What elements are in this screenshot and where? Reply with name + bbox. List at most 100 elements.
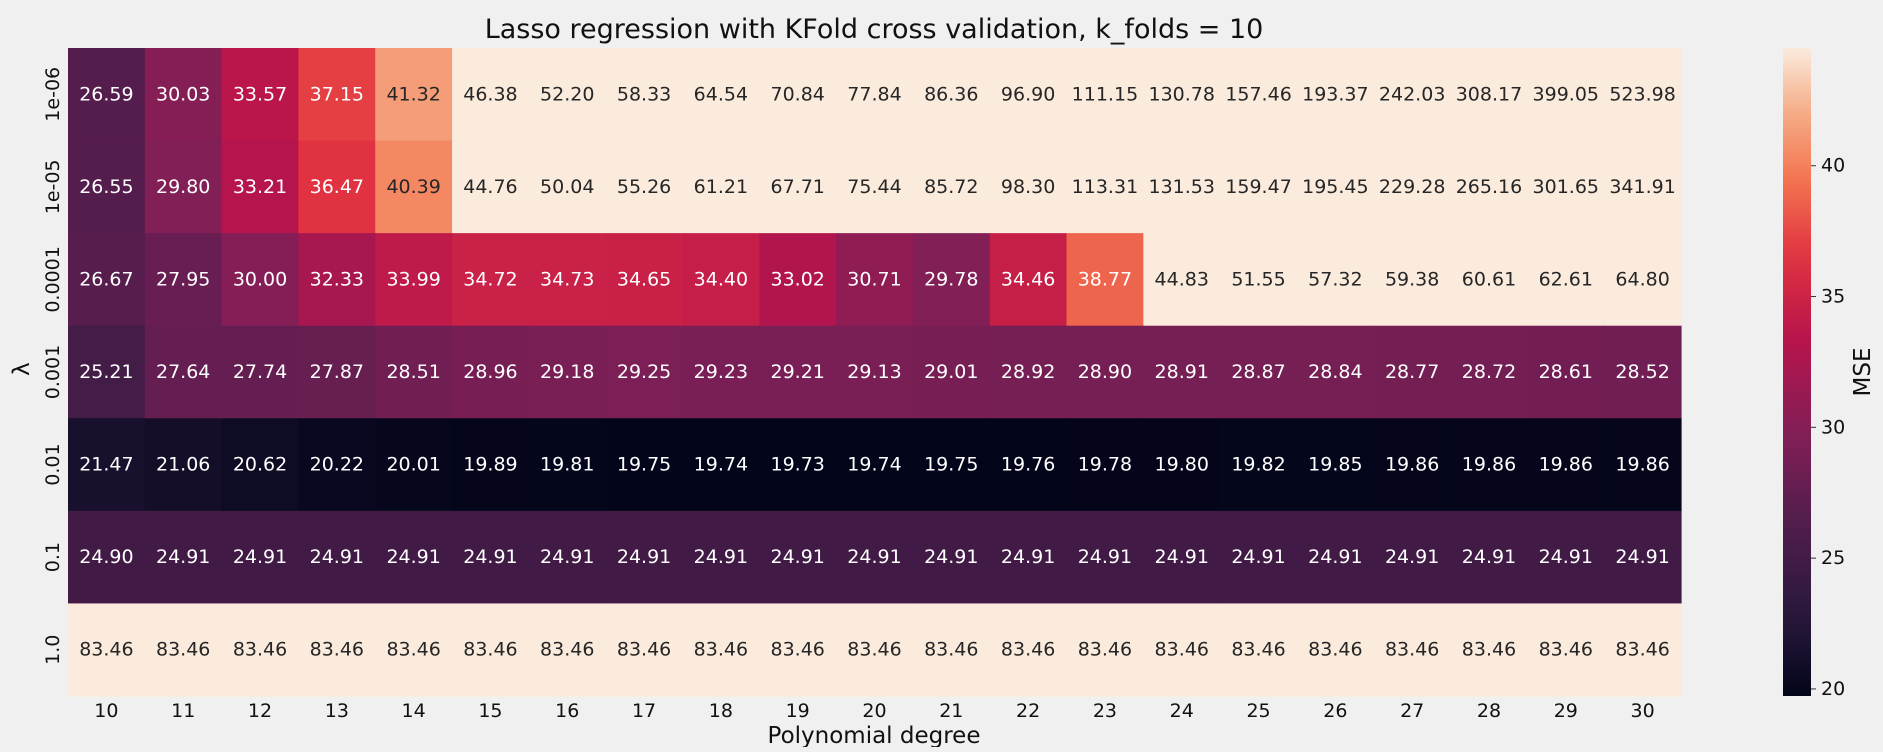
cell-value-label: 30.71 bbox=[847, 268, 901, 290]
heatmap-cell bbox=[221, 140, 300, 234]
cell-value-label: 33.57 bbox=[233, 83, 287, 105]
cell-value-label: 83.46 bbox=[310, 639, 364, 661]
x-tick-label: 16 bbox=[555, 700, 579, 722]
heatmap-cell bbox=[1604, 48, 1682, 142]
heatmap-cell bbox=[298, 48, 376, 142]
cell-value-label: 83.46 bbox=[770, 639, 824, 661]
cell-value-label: 26.67 bbox=[79, 268, 133, 290]
heatmap-cell bbox=[605, 233, 684, 327]
heatmap-cell bbox=[452, 233, 530, 327]
cell-value-label: 19.82 bbox=[1231, 454, 1285, 476]
x-tick-label: 25 bbox=[1246, 700, 1270, 722]
cell-value-label: 19.74 bbox=[847, 454, 901, 476]
cell-value-label: 19.86 bbox=[1539, 454, 1593, 476]
heatmap-cell bbox=[1527, 510, 1605, 605]
cell-value-label: 83.46 bbox=[463, 639, 517, 661]
heatmap-cell bbox=[1220, 48, 1298, 142]
cell-value-label: 34.73 bbox=[540, 268, 594, 290]
heatmap-cell bbox=[1604, 418, 1682, 512]
cell-value-label: 85.72 bbox=[924, 176, 978, 198]
heatmap-cell bbox=[528, 233, 607, 327]
heatmap-cell bbox=[298, 603, 376, 697]
cell-value-label: 34.40 bbox=[694, 268, 748, 290]
heatmap-cell bbox=[528, 603, 607, 697]
heatmap-cell bbox=[1450, 510, 1528, 605]
cell-value-label: 24.91 bbox=[540, 546, 594, 568]
x-tick-label: 24 bbox=[1170, 700, 1194, 722]
heatmap-cell bbox=[1527, 140, 1605, 234]
heatmap-cell bbox=[1450, 48, 1528, 142]
heatmap-cell bbox=[1143, 325, 1221, 419]
heatmap-cell bbox=[528, 325, 607, 419]
cell-value-label: 55.26 bbox=[617, 176, 671, 198]
heatmap-cell bbox=[989, 603, 1068, 697]
heatmap-cell bbox=[298, 233, 376, 327]
cell-value-label: 34.46 bbox=[1001, 268, 1055, 290]
cell-value-label: 24.91 bbox=[1308, 546, 1362, 568]
cell-value-label: 21.06 bbox=[156, 454, 210, 476]
cell-value-label: 24.91 bbox=[1462, 546, 1516, 568]
cell-value-label: 28.84 bbox=[1308, 361, 1362, 383]
x-tick-label: 19 bbox=[786, 700, 810, 722]
heatmap-cell bbox=[1143, 233, 1221, 327]
heatmap-cell bbox=[682, 510, 760, 605]
heatmap-cell bbox=[1143, 418, 1221, 512]
cell-value-label: 24.91 bbox=[1615, 546, 1669, 568]
heatmap-cell bbox=[682, 325, 760, 419]
heatmap-cell bbox=[1373, 603, 1452, 697]
cell-value-label: 83.46 bbox=[156, 639, 210, 661]
cell-value-label: 83.46 bbox=[1001, 639, 1055, 661]
heatmap-cell bbox=[989, 510, 1068, 605]
cell-value-label: 111.15 bbox=[1072, 83, 1138, 105]
cell-value-label: 33.21 bbox=[233, 176, 287, 198]
cell-value-label: 195.45 bbox=[1302, 176, 1368, 198]
cell-value-label: 24.91 bbox=[1155, 546, 1209, 568]
heatmap-cell bbox=[528, 418, 607, 512]
cell-value-label: 24.91 bbox=[924, 546, 978, 568]
cell-value-label: 24.91 bbox=[770, 546, 824, 568]
heatmap-cell bbox=[1527, 418, 1605, 512]
heatmap-cell bbox=[298, 510, 376, 605]
heatmap-cell bbox=[1450, 418, 1528, 512]
cell-value-label: 57.32 bbox=[1308, 268, 1362, 290]
x-tick-label: 29 bbox=[1554, 700, 1578, 722]
cell-value-label: 60.61 bbox=[1462, 268, 1516, 290]
x-tick-label: 28 bbox=[1477, 700, 1501, 722]
x-tick-label: 17 bbox=[632, 700, 656, 722]
heatmap-cell bbox=[682, 140, 760, 234]
cell-value-label: 61.21 bbox=[694, 176, 748, 198]
heatmap-cell bbox=[221, 603, 300, 697]
cell-value-label: 27.95 bbox=[156, 268, 210, 290]
heatmap-cell bbox=[1066, 510, 1144, 605]
y-tick-label: 0.001 bbox=[42, 345, 64, 399]
heatmap-cell bbox=[452, 603, 530, 697]
heatmap-cell bbox=[1296, 48, 1375, 142]
heatmap-cell bbox=[836, 325, 914, 419]
cell-value-label: 64.54 bbox=[694, 83, 748, 105]
cell-value-label: 33.99 bbox=[386, 268, 440, 290]
x-tick-label: 27 bbox=[1400, 700, 1424, 722]
x-tick-label: 15 bbox=[478, 700, 502, 722]
cell-value-label: 24.91 bbox=[617, 546, 671, 568]
x-tick-label: 14 bbox=[402, 700, 426, 722]
cell-value-label: 28.90 bbox=[1078, 361, 1132, 383]
x-tick-label: 21 bbox=[939, 700, 963, 722]
cell-value-label: 83.46 bbox=[847, 639, 901, 661]
heatmap-cell bbox=[221, 418, 300, 512]
y-axis-ticks: 1e-06 1e-05 0.0001 0.001 0.01 0.1 1.0 bbox=[42, 67, 64, 665]
heatmap-cell bbox=[912, 233, 991, 327]
cell-value-label: 51.55 bbox=[1231, 268, 1285, 290]
heatmap-cell bbox=[912, 510, 991, 605]
cell-value-label: 19.76 bbox=[1001, 454, 1055, 476]
heatmap-cell bbox=[682, 48, 760, 142]
cell-value-label: 37.15 bbox=[310, 83, 364, 105]
heatmap-cell bbox=[1220, 510, 1298, 605]
cell-value-label: 24.91 bbox=[233, 546, 287, 568]
heatmap-cell bbox=[1296, 418, 1375, 512]
heatmap-cell bbox=[528, 140, 607, 234]
x-tick-label: 26 bbox=[1323, 700, 1347, 722]
heatmap-cell bbox=[144, 418, 223, 512]
heatmap-cell bbox=[68, 510, 146, 605]
